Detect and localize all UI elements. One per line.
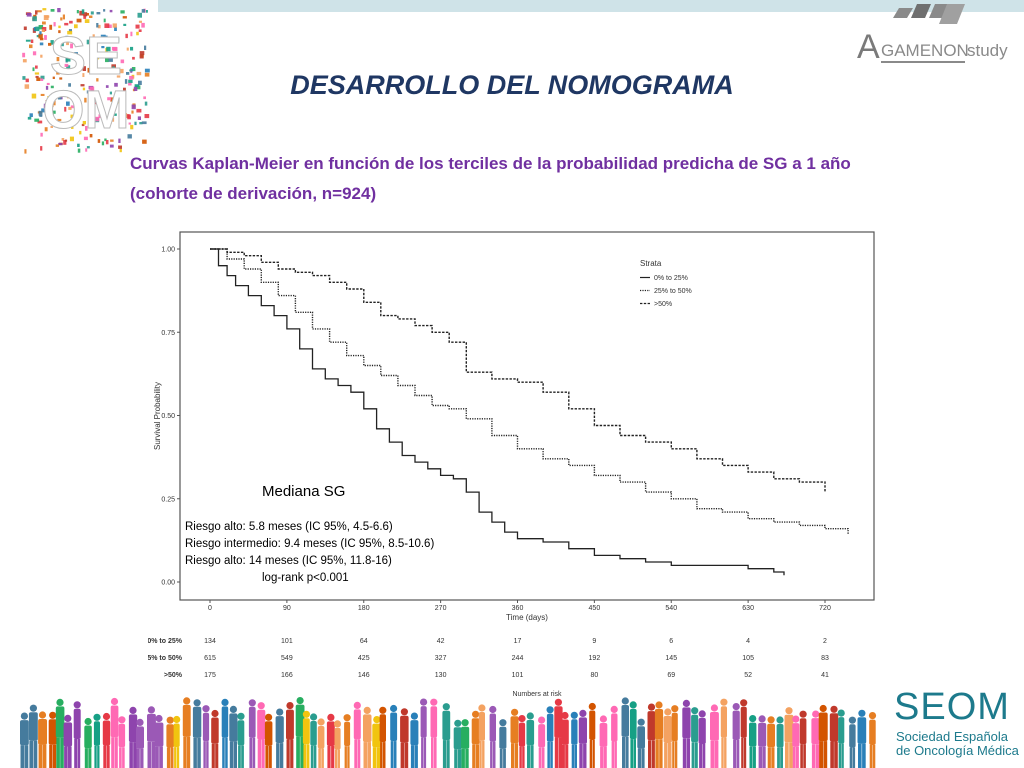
agamenon-name: GAMENON bbox=[881, 41, 969, 60]
seom-mark-top: SE bbox=[50, 26, 122, 86]
y-tick-label: 0.50 bbox=[161, 413, 175, 420]
risk-count: 52 bbox=[744, 672, 752, 679]
annotation-test: log-rank p<0.001 bbox=[262, 572, 349, 584]
y-axis-label: Survival Probability bbox=[153, 382, 162, 450]
km-curve-series-2 bbox=[210, 248, 849, 534]
risk-count: 105 bbox=[742, 655, 754, 662]
risk-count: 80 bbox=[590, 672, 598, 679]
risk-table-title: Numbers at risk bbox=[512, 691, 562, 698]
annotation-line: Riesgo alto: 14 meses (IC 95%, 11.8-16) bbox=[185, 555, 392, 567]
seom-confetti-logo: SEOM bbox=[22, 8, 150, 154]
slide-title: DESARROLLO DEL NOMOGRAMA bbox=[290, 70, 734, 100]
people-figures bbox=[20, 697, 877, 768]
risk-count: 42 bbox=[437, 638, 445, 645]
x-tick-label: 450 bbox=[589, 605, 601, 612]
risk-count: 4 bbox=[746, 638, 750, 645]
risk-row-label: 25% to 50% bbox=[148, 655, 183, 662]
risk-count: 166 bbox=[281, 672, 293, 679]
legend-entry: >50% bbox=[654, 301, 672, 308]
risk-count: 244 bbox=[512, 655, 524, 662]
seom-mark-bottom: OM bbox=[43, 80, 130, 140]
agamenon-stripes-icon bbox=[893, 4, 965, 24]
risk-count: 83 bbox=[821, 655, 829, 662]
risk-count: 6 bbox=[669, 638, 673, 645]
seom-footer-brand: SEOM Sociedad Española de Oncología Médi… bbox=[892, 686, 1024, 768]
legend-entry: 0% to 25% bbox=[654, 275, 688, 282]
confetti-dots bbox=[22, 8, 150, 154]
legend-entry: 25% to 50% bbox=[654, 288, 692, 295]
risk-count: 41 bbox=[821, 672, 829, 679]
agamenon-initial: A bbox=[857, 28, 880, 66]
risk-count: 130 bbox=[435, 672, 447, 679]
risk-count: 134 bbox=[204, 638, 216, 645]
x-tick-label: 180 bbox=[358, 605, 370, 612]
risk-count: 425 bbox=[358, 655, 370, 662]
risk-count: 145 bbox=[665, 655, 677, 662]
seom-brand-name: SEOM bbox=[894, 686, 1010, 728]
km-curve-series-3 bbox=[210, 248, 826, 493]
risk-count: 17 bbox=[514, 638, 522, 645]
people-crowd-strip bbox=[20, 697, 877, 768]
agamenon-study-logo: A GAMENON study bbox=[857, 4, 1008, 66]
top-accent-bar bbox=[158, 0, 1024, 12]
risk-count: 615 bbox=[204, 655, 216, 662]
risk-count: 101 bbox=[281, 638, 293, 645]
risk-count: 175 bbox=[204, 672, 216, 679]
annotation-line: Riesgo intermedio: 9.4 meses (IC 95%, 8.… bbox=[185, 538, 434, 550]
legend-title: Strata bbox=[640, 259, 662, 268]
annotation-heading: Mediana SG bbox=[262, 483, 345, 500]
x-tick-label: 270 bbox=[435, 605, 447, 612]
risk-count: 146 bbox=[358, 672, 370, 679]
risk-row-label: >50% bbox=[164, 672, 183, 679]
x-tick-label: 0 bbox=[208, 605, 212, 612]
risk-count: 101 bbox=[512, 672, 524, 679]
slide-subtitle-line2: (cohorte de derivación, n=924) bbox=[130, 184, 377, 203]
x-tick-label: 360 bbox=[512, 605, 524, 612]
x-tick-label: 540 bbox=[665, 605, 677, 612]
y-tick-label: 0.25 bbox=[161, 496, 175, 503]
slide-subtitle-line1: Curvas Kaplan-Meier en función de los te… bbox=[130, 154, 851, 173]
risk-count: 64 bbox=[360, 638, 368, 645]
x-axis-label: Time (days) bbox=[506, 613, 548, 622]
risk-count: 2 bbox=[823, 638, 827, 645]
x-tick-label: 630 bbox=[742, 605, 754, 612]
x-tick-label: 90 bbox=[283, 605, 291, 612]
risk-count: 549 bbox=[281, 655, 293, 662]
x-tick-label: 720 bbox=[819, 605, 831, 612]
risk-count: 69 bbox=[667, 672, 675, 679]
y-tick-label: 1.00 bbox=[161, 247, 175, 254]
y-tick-label: 0.00 bbox=[161, 580, 175, 587]
kaplan-meier-chart: 0.000.250.500.751.000 90 180 270 360 450 540 63… bbox=[148, 231, 875, 698]
risk-row-label: 0% to 25% bbox=[148, 638, 183, 645]
y-tick-label: 0.75 bbox=[161, 330, 175, 337]
seom-brand-line2: de Oncología Médica bbox=[896, 743, 1019, 758]
seom-brand-line1: Sociedad Española bbox=[896, 729, 1009, 744]
agamenon-suffix: study bbox=[967, 41, 1008, 60]
risk-count: 192 bbox=[589, 655, 601, 662]
annotation-line: Riesgo alto: 5.8 meses (IC 95%, 4.5-6.6) bbox=[185, 521, 393, 533]
risk-count: 9 bbox=[592, 638, 596, 645]
risk-count: 327 bbox=[435, 655, 447, 662]
km-curve-series-1 bbox=[210, 248, 785, 576]
